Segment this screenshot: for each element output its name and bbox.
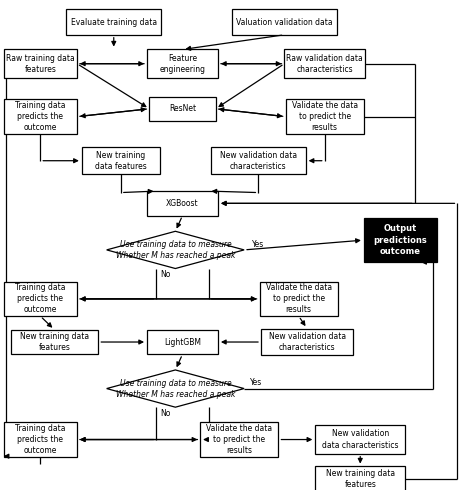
Text: New validation
data characteristics: New validation data characteristics [322, 429, 399, 450]
Text: Training data
predicts the
outcome: Training data predicts the outcome [15, 101, 65, 132]
FancyBboxPatch shape [315, 425, 405, 454]
FancyBboxPatch shape [259, 282, 337, 316]
FancyBboxPatch shape [4, 282, 77, 316]
FancyBboxPatch shape [147, 191, 218, 216]
Text: Use training data to measure
Whether M has reached a peak: Use training data to measure Whether M h… [116, 378, 235, 399]
Text: New training data
features: New training data features [326, 469, 395, 490]
Text: Yes: Yes [250, 378, 262, 387]
FancyBboxPatch shape [211, 147, 306, 174]
FancyBboxPatch shape [4, 422, 77, 457]
FancyBboxPatch shape [149, 97, 216, 121]
Text: XGBoost: XGBoost [166, 199, 199, 208]
FancyBboxPatch shape [82, 147, 160, 174]
Text: New training
data features: New training data features [95, 150, 147, 171]
Text: Training data
predicts the
outcome: Training data predicts the outcome [15, 283, 65, 315]
Text: New validation data
characteristics: New validation data characteristics [269, 332, 346, 352]
FancyBboxPatch shape [315, 466, 405, 490]
FancyBboxPatch shape [4, 99, 77, 134]
Text: Training data
predicts the
outcome: Training data predicts the outcome [15, 424, 65, 455]
Text: Raw validation data
characteristics: Raw validation data characteristics [286, 53, 363, 74]
Text: Use training data to measure
Whether M has reached a peak: Use training data to measure Whether M h… [116, 240, 235, 260]
Text: No: No [161, 409, 171, 418]
FancyBboxPatch shape [285, 99, 364, 134]
Text: New validation data
characteristics: New validation data characteristics [220, 150, 297, 171]
Polygon shape [107, 231, 244, 269]
Text: Raw training data
features: Raw training data features [6, 53, 75, 74]
Text: Feature
engineering: Feature engineering [159, 53, 206, 74]
Text: Evaluate training data: Evaluate training data [71, 18, 157, 26]
FancyBboxPatch shape [232, 9, 337, 35]
FancyBboxPatch shape [4, 49, 77, 78]
Text: Valuation validation data: Valuation validation data [236, 18, 333, 26]
FancyBboxPatch shape [147, 330, 218, 354]
Text: ResNet: ResNet [169, 104, 196, 113]
Text: Validate the data
to predict the
results: Validate the data to predict the results [265, 283, 332, 315]
FancyBboxPatch shape [66, 9, 161, 35]
Text: Validate the data
to predict the
results: Validate the data to predict the results [206, 424, 273, 455]
FancyBboxPatch shape [147, 49, 218, 78]
FancyBboxPatch shape [364, 218, 437, 262]
Text: Output
predictions
outcome: Output predictions outcome [374, 224, 428, 256]
Text: No: No [161, 270, 171, 279]
Polygon shape [107, 370, 244, 407]
Text: Validate the data
to predict the
results: Validate the data to predict the results [292, 101, 358, 132]
Text: New training data
features: New training data features [20, 332, 89, 352]
Text: Yes: Yes [252, 240, 264, 248]
FancyBboxPatch shape [11, 330, 99, 354]
FancyBboxPatch shape [284, 49, 365, 78]
FancyBboxPatch shape [261, 329, 353, 356]
FancyBboxPatch shape [200, 422, 279, 457]
Text: LightGBM: LightGBM [164, 338, 201, 346]
